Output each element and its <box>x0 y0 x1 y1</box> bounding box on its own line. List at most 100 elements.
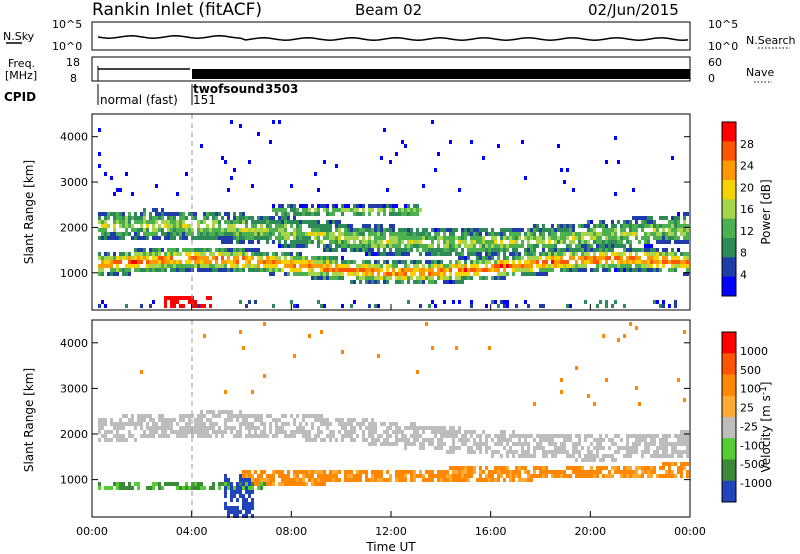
power-cell <box>623 252 626 256</box>
power-cell <box>284 240 287 244</box>
velocity-cell <box>299 478 302 482</box>
velocity-cell <box>641 450 644 454</box>
power-cell <box>233 216 236 220</box>
power-cell <box>608 232 611 236</box>
power-cell <box>173 300 176 304</box>
velocity-cell <box>425 322 428 326</box>
power-cell <box>359 276 362 280</box>
velocity-cell <box>392 442 395 446</box>
power-cell <box>395 264 398 268</box>
power-cell <box>326 260 329 264</box>
velocity-cell <box>314 482 317 486</box>
velocity-cell <box>476 434 479 438</box>
power-cell <box>347 244 350 248</box>
power-cell <box>389 264 392 268</box>
power-cell <box>530 268 533 272</box>
power-cell <box>581 252 584 256</box>
velocity-cell <box>629 434 632 438</box>
power-cell <box>632 268 635 272</box>
x-tick-label: 20:00 <box>574 525 606 538</box>
power-cell <box>641 264 644 268</box>
power-cell <box>341 204 344 208</box>
power-cell <box>434 228 437 232</box>
power-cell <box>236 260 239 264</box>
power-cell <box>233 228 236 232</box>
power-cell <box>377 240 380 244</box>
power-cell <box>587 232 590 236</box>
velocity-cell <box>590 466 593 470</box>
power-cell <box>209 260 212 264</box>
velocity-cell <box>590 470 593 474</box>
power-cell <box>293 240 296 244</box>
velocity-cell <box>203 422 206 426</box>
power-cell <box>215 248 218 252</box>
power-cell <box>269 268 272 272</box>
velocity-cell <box>485 442 488 446</box>
velocity-cell <box>251 474 254 478</box>
power-cell <box>362 244 365 248</box>
velocity-cell <box>260 430 263 434</box>
power-cell <box>212 252 215 256</box>
power-cell <box>335 240 338 244</box>
power-cell <box>197 232 200 236</box>
power-cell <box>200 264 203 268</box>
velocity-cell <box>629 446 632 450</box>
power-cell <box>437 248 440 252</box>
velocity-cell <box>248 510 251 514</box>
velocity-cell <box>164 482 167 486</box>
power-cell <box>596 264 599 268</box>
power-cell <box>206 256 209 260</box>
velocity-cell <box>605 434 608 438</box>
power-cell <box>512 236 515 240</box>
power-cell <box>593 260 596 264</box>
power-cell <box>317 188 320 192</box>
power-cell <box>542 236 545 240</box>
noise-tick-left-low: 10^0 <box>52 40 82 53</box>
power-cell <box>149 304 152 308</box>
power-cell <box>317 244 320 248</box>
velocity-cell <box>572 450 575 454</box>
power-cell <box>578 248 581 252</box>
power-cell <box>407 252 410 256</box>
power-cell <box>173 216 176 220</box>
power-cell <box>575 260 578 264</box>
velocity-cell <box>176 486 179 490</box>
power-cell <box>146 256 149 260</box>
velocity-cell <box>128 434 131 438</box>
power-cell <box>185 260 188 264</box>
power-cell <box>566 304 569 308</box>
velocity-cell <box>575 450 578 454</box>
power-cell <box>359 244 362 248</box>
power-cell <box>458 280 461 284</box>
velocity-cell <box>581 474 584 478</box>
velocity-cell <box>245 418 248 422</box>
velocity-cell <box>545 454 548 458</box>
colorbar-segment <box>722 332 736 354</box>
power-cell <box>251 220 254 224</box>
power-cell <box>137 260 140 264</box>
velocity-cell <box>230 430 233 434</box>
power-cell <box>356 264 359 268</box>
power-cell <box>371 248 374 252</box>
power-cell <box>299 212 302 216</box>
power-cell <box>671 216 674 220</box>
velocity-cell <box>224 478 227 482</box>
power-cell <box>488 240 491 244</box>
power-cell <box>515 248 518 252</box>
velocity-cell <box>500 470 503 474</box>
power-cell <box>530 264 533 268</box>
power-cell <box>458 260 461 264</box>
power-cell <box>314 272 317 276</box>
velocity-cell <box>185 414 188 418</box>
power-cell <box>122 236 125 240</box>
power-cell <box>323 244 326 248</box>
power-cell <box>128 272 131 276</box>
power-cell <box>443 300 446 304</box>
velocity-cell <box>110 438 113 442</box>
velocity-cell <box>242 506 245 510</box>
power-cell <box>518 260 521 264</box>
power-cell <box>164 300 167 304</box>
velocity-cell <box>335 470 338 474</box>
power-cell <box>326 212 329 216</box>
colorbar-segment <box>722 180 736 200</box>
